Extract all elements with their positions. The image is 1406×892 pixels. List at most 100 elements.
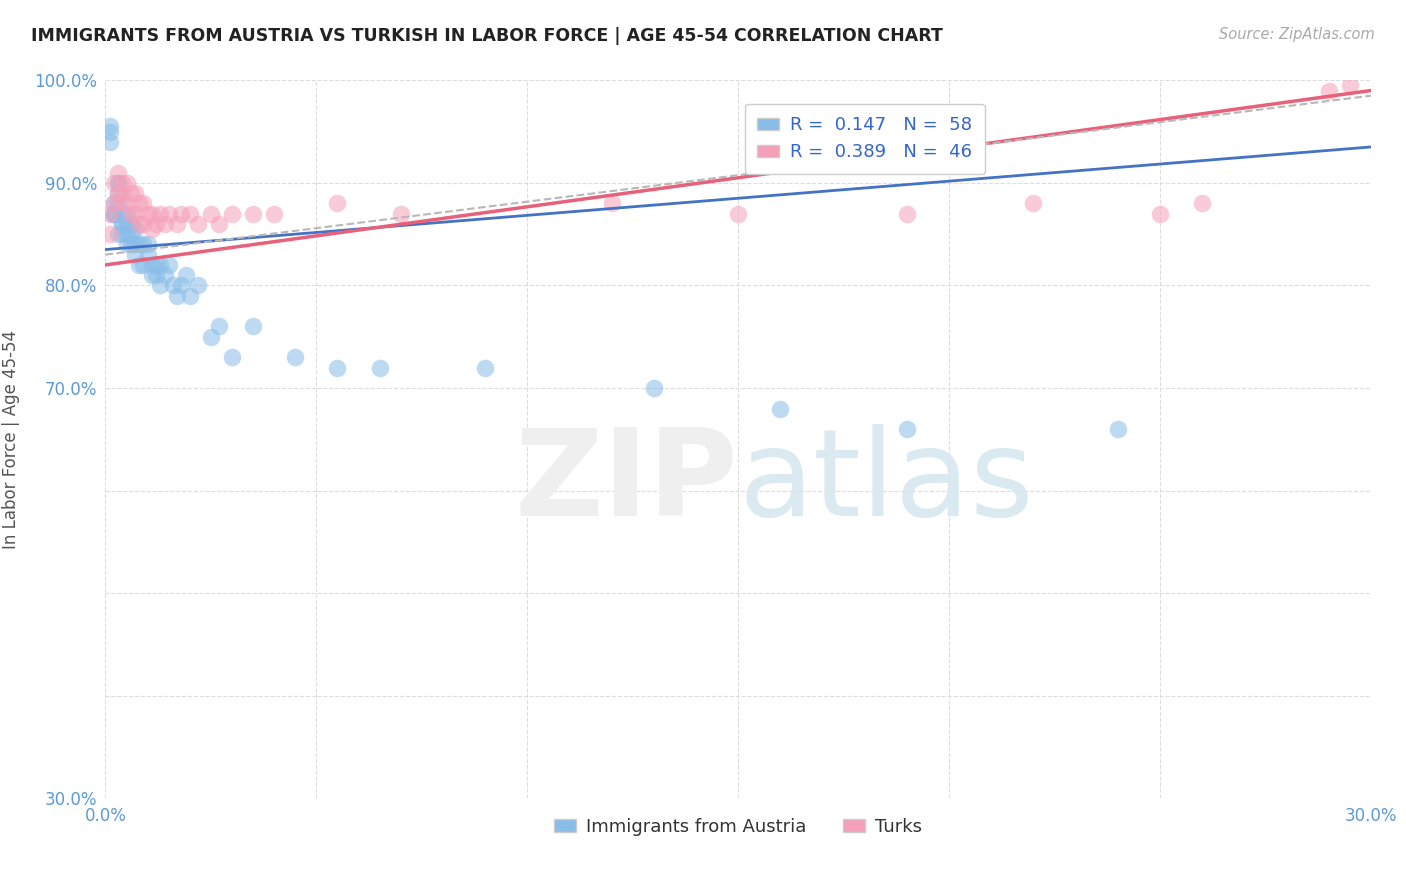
Point — [120, 227, 142, 241]
Point — [103, 206, 125, 220]
Point — [141, 222, 163, 236]
Point — [170, 206, 193, 220]
Point — [128, 217, 150, 231]
Point — [98, 124, 121, 138]
Point — [326, 360, 349, 375]
Point — [170, 278, 193, 293]
Point — [769, 401, 792, 416]
Text: atlas: atlas — [738, 424, 1033, 541]
Point — [166, 217, 188, 231]
Point — [179, 206, 201, 220]
Point — [120, 217, 142, 231]
Point — [136, 237, 159, 252]
Point — [200, 329, 222, 343]
Point — [107, 196, 129, 211]
Point — [284, 350, 307, 364]
Point — [368, 360, 391, 375]
Point — [474, 360, 496, 375]
Point — [389, 206, 412, 220]
Point — [200, 206, 222, 220]
Point — [111, 186, 134, 200]
Point — [1317, 83, 1340, 97]
Point — [1107, 422, 1129, 436]
Point — [107, 186, 129, 200]
Point — [115, 217, 138, 231]
Point — [103, 206, 125, 220]
Point — [107, 227, 129, 241]
Point — [145, 258, 167, 272]
Point — [103, 206, 125, 220]
Point — [179, 288, 201, 302]
Point — [1149, 206, 1171, 220]
Point — [111, 217, 134, 231]
Point — [115, 196, 138, 211]
Point — [132, 237, 155, 252]
Point — [107, 176, 129, 190]
Point — [896, 422, 918, 436]
Point — [187, 217, 209, 231]
Point — [111, 227, 134, 241]
Point — [128, 258, 150, 272]
Point — [128, 237, 150, 252]
Point — [263, 206, 285, 220]
Y-axis label: In Labor Force | Age 45-54: In Labor Force | Age 45-54 — [3, 330, 20, 549]
Point — [111, 176, 134, 190]
Text: ZIP: ZIP — [515, 424, 738, 541]
Point — [149, 258, 172, 272]
Point — [1339, 78, 1361, 93]
Point — [157, 206, 180, 220]
Point — [120, 206, 142, 220]
Point — [1022, 196, 1045, 211]
Point — [141, 206, 163, 220]
Text: Source: ZipAtlas.com: Source: ZipAtlas.com — [1219, 27, 1375, 42]
Point — [120, 186, 142, 200]
Point — [242, 206, 264, 220]
Point — [1191, 196, 1213, 211]
Point — [124, 186, 146, 200]
Point — [124, 222, 146, 236]
Point — [120, 237, 142, 252]
Point — [221, 206, 243, 220]
Point — [124, 206, 146, 220]
Point — [326, 196, 349, 211]
Point — [136, 247, 159, 262]
Point — [149, 206, 172, 220]
Point — [242, 319, 264, 334]
Point — [111, 206, 134, 220]
Point — [124, 247, 146, 262]
Point — [107, 165, 129, 179]
Point — [145, 217, 167, 231]
Point — [107, 186, 129, 200]
Point — [128, 196, 150, 211]
Point — [98, 227, 121, 241]
Point — [187, 278, 209, 293]
Point — [141, 268, 163, 282]
Point — [221, 350, 243, 364]
Point — [98, 135, 121, 149]
Point — [208, 217, 231, 231]
Point — [162, 278, 184, 293]
Legend: Immigrants from Austria, Turks: Immigrants from Austria, Turks — [547, 811, 929, 843]
Point — [153, 268, 176, 282]
Point — [107, 176, 129, 190]
Point — [600, 196, 623, 211]
Point — [103, 196, 125, 211]
Point — [136, 206, 159, 220]
Point — [132, 258, 155, 272]
Point — [98, 120, 121, 134]
Point — [141, 258, 163, 272]
Point — [115, 227, 138, 241]
Point — [643, 381, 665, 395]
Point — [98, 206, 121, 220]
Point — [727, 206, 749, 220]
Point — [103, 196, 125, 211]
Point — [115, 206, 138, 220]
Point — [149, 278, 172, 293]
Point — [174, 268, 197, 282]
Point — [896, 206, 918, 220]
Point — [103, 176, 125, 190]
Point — [124, 237, 146, 252]
Point — [111, 217, 134, 231]
Point — [115, 176, 138, 190]
Point — [132, 217, 155, 231]
